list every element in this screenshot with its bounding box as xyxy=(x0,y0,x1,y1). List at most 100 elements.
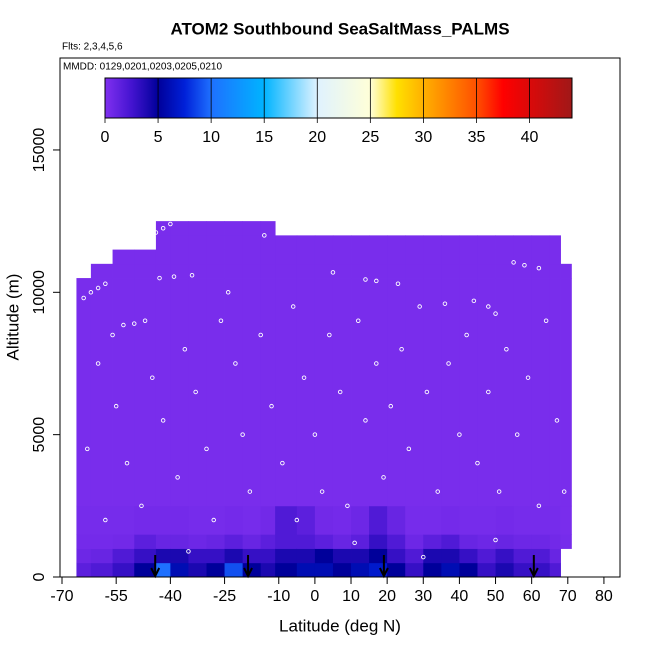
sample-point xyxy=(218,318,224,324)
heat-cell xyxy=(560,534,572,549)
heat-cell xyxy=(296,548,316,564)
heat-cell xyxy=(188,505,207,535)
heat-cell xyxy=(495,235,514,251)
heat-cell xyxy=(112,249,135,265)
heat-cell xyxy=(155,278,171,507)
heat-cell xyxy=(423,278,442,507)
heat-cell xyxy=(332,548,352,564)
sample-point xyxy=(211,517,216,523)
heat-cell xyxy=(260,263,276,279)
heat-cell xyxy=(170,235,189,251)
sample-point xyxy=(175,475,180,480)
sample-point xyxy=(522,263,527,268)
sample-point xyxy=(319,489,325,494)
sample-point xyxy=(95,285,101,291)
arrow-head xyxy=(150,567,161,579)
heat-cell xyxy=(314,562,334,578)
x-tick-label: -70 xyxy=(50,588,73,605)
heat-cell xyxy=(224,235,244,251)
colorbar-tick-label: 15 xyxy=(255,129,273,146)
heat-cell xyxy=(76,278,92,507)
heat-cell xyxy=(155,505,171,535)
heat-cell xyxy=(242,548,262,564)
heat-cell xyxy=(405,278,424,507)
sample-point xyxy=(327,332,332,338)
heat-cell xyxy=(513,534,533,549)
sample-point xyxy=(496,489,502,494)
heat-cell xyxy=(275,249,298,265)
sample-point xyxy=(85,446,90,452)
heat-cell xyxy=(459,534,478,549)
heat-cell xyxy=(423,562,442,578)
sample-point xyxy=(457,432,462,437)
heat-cell xyxy=(495,534,514,549)
x-tick-label: 80 xyxy=(595,588,613,605)
sample-point xyxy=(511,260,516,265)
heat-cell xyxy=(275,548,298,564)
sample-point xyxy=(258,332,263,338)
sample-point xyxy=(388,403,394,409)
heat-cell xyxy=(441,534,460,549)
heat-cell xyxy=(387,562,406,578)
heat-cell xyxy=(351,278,370,507)
heat-cell xyxy=(441,548,460,564)
heat-cell xyxy=(560,505,572,535)
heat-cell xyxy=(90,505,113,535)
sample-point xyxy=(337,389,343,395)
heat-cell xyxy=(188,221,207,236)
heat-cell xyxy=(224,505,244,535)
heat-cell xyxy=(477,548,496,564)
heat-cell xyxy=(369,263,388,279)
heat-cell xyxy=(134,278,157,507)
colorbar-tick-label: 35 xyxy=(468,129,486,146)
heat-cell xyxy=(170,534,189,549)
heat-cell xyxy=(405,235,424,251)
heat-cell xyxy=(155,235,171,251)
sample-point xyxy=(103,517,108,523)
heat-cell xyxy=(369,249,388,265)
x-tick-label: 10 xyxy=(342,588,360,605)
heat-cell xyxy=(332,562,352,578)
heat-cell xyxy=(314,548,334,564)
colorbar-tick-label: 25 xyxy=(361,129,379,146)
heat-cell xyxy=(314,505,334,535)
heat-cell xyxy=(112,263,135,279)
heat-cell xyxy=(549,505,561,535)
heat-cell xyxy=(351,235,370,251)
heat-cell xyxy=(314,534,334,549)
sample-point xyxy=(363,277,368,282)
heat-cell xyxy=(531,534,551,549)
x-tick-label: 30 xyxy=(414,588,432,605)
colorbar-tick-label: 30 xyxy=(415,129,433,146)
heat-cell xyxy=(275,562,298,578)
sample-point xyxy=(247,489,253,494)
sample-point xyxy=(486,304,491,309)
sample-point xyxy=(421,554,426,560)
sample-point xyxy=(160,418,166,423)
sample-point xyxy=(355,318,361,324)
heat-cell xyxy=(242,505,262,535)
heat-cell xyxy=(513,562,533,578)
heat-cell xyxy=(531,249,551,265)
heat-cell xyxy=(387,278,406,507)
sample-point xyxy=(182,346,188,352)
heat-cell xyxy=(90,278,113,507)
x-tick-label: 20 xyxy=(378,588,396,605)
heat-cell xyxy=(112,548,135,564)
heat-cell xyxy=(423,505,442,535)
plot-area xyxy=(76,221,572,579)
heat-cell xyxy=(314,249,334,265)
sample-point xyxy=(493,537,498,543)
sample-point xyxy=(514,432,520,437)
sample-point xyxy=(139,503,144,509)
heat-cell xyxy=(275,263,298,279)
heat-cell xyxy=(296,263,316,279)
heat-cell xyxy=(90,548,113,564)
heat-cell xyxy=(206,562,225,578)
heat-cell xyxy=(477,562,496,578)
sample-point xyxy=(153,230,159,235)
sample-point xyxy=(536,265,542,271)
heat-cell xyxy=(459,562,478,578)
heat-cell xyxy=(155,249,171,265)
heat-cell xyxy=(242,534,262,549)
